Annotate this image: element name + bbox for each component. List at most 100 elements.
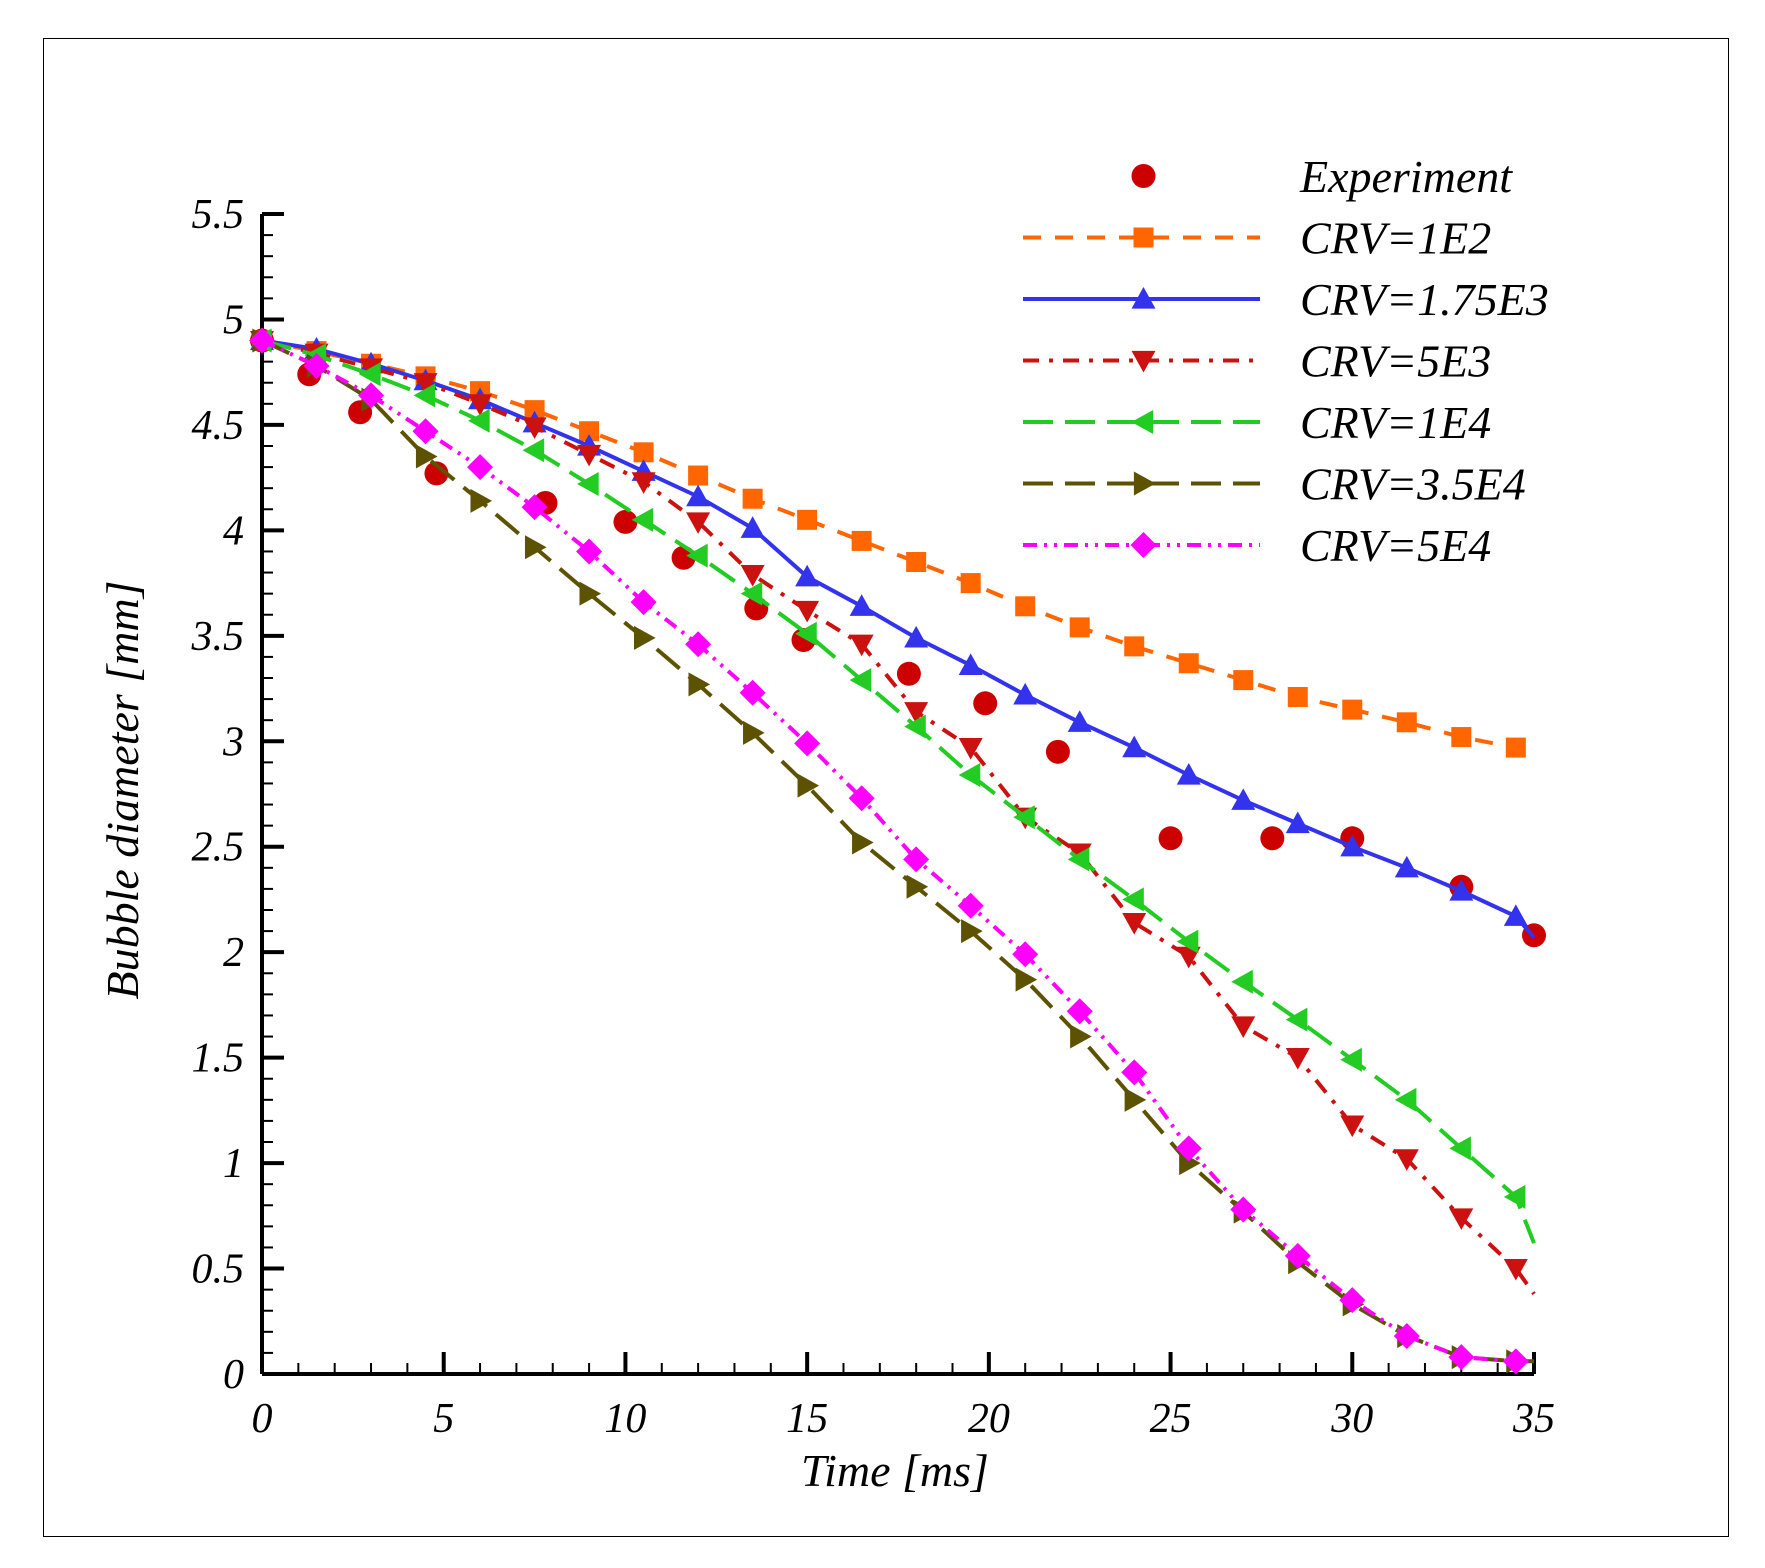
data-point bbox=[1013, 805, 1035, 830]
data-point bbox=[1122, 887, 1144, 912]
legend-entry: Experiment bbox=[1131, 151, 1513, 202]
data-point bbox=[1045, 739, 1070, 764]
data-point bbox=[795, 600, 820, 623]
data-point bbox=[973, 691, 998, 716]
data-point bbox=[1124, 636, 1145, 657]
data-point bbox=[613, 509, 638, 534]
data-point bbox=[685, 631, 712, 658]
data-point bbox=[413, 383, 436, 408]
x-tick-label: 25 bbox=[1150, 1396, 1192, 1442]
data-point bbox=[1449, 1136, 1471, 1161]
x-tick-label: 15 bbox=[786, 1396, 828, 1442]
data-point bbox=[740, 516, 765, 538]
series-layer bbox=[249, 327, 1546, 1375]
legend-marker bbox=[1131, 287, 1156, 309]
data-point bbox=[1233, 670, 1254, 691]
data-point bbox=[1340, 1047, 1362, 1072]
data-point bbox=[577, 444, 602, 467]
data-point bbox=[579, 581, 602, 606]
data-point bbox=[1394, 1149, 1419, 1171]
x-tick-label: 30 bbox=[1330, 1396, 1373, 1442]
legend-label: CRV=1.75E3 bbox=[1300, 274, 1549, 325]
legend-marker bbox=[1133, 227, 1154, 248]
data-point bbox=[960, 573, 981, 594]
data-point bbox=[524, 400, 545, 421]
data-point bbox=[412, 418, 439, 445]
legend-entry: CRV=5E3 bbox=[1023, 336, 1491, 387]
data-point bbox=[577, 471, 599, 496]
y-tick-label: 4.5 bbox=[192, 403, 245, 449]
legend-label: Experiment bbox=[1299, 151, 1513, 202]
y-axis-title: Bubble diameter [mm] bbox=[97, 580, 148, 999]
data-point bbox=[1339, 1287, 1366, 1314]
data-point bbox=[249, 327, 275, 354]
data-point bbox=[1231, 788, 1256, 810]
series-crv-1e4 bbox=[250, 328, 1536, 1244]
data-point bbox=[849, 668, 872, 693]
legend-entry: CRV=1E4 bbox=[1023, 397, 1491, 448]
data-point bbox=[424, 461, 449, 486]
legend-label: CRV=1E4 bbox=[1300, 397, 1491, 448]
legend-entry: CRV=3.5E4 bbox=[1023, 459, 1526, 510]
data-point bbox=[1070, 1024, 1092, 1049]
data-point bbox=[904, 625, 929, 648]
legend-label: CRV=1E2 bbox=[1300, 213, 1491, 264]
data-point bbox=[896, 661, 921, 686]
y-tick-label: 1.5 bbox=[192, 1036, 245, 1082]
data-point bbox=[1285, 1007, 1308, 1032]
y-tick-label: 0.5 bbox=[192, 1247, 245, 1293]
data-point bbox=[1121, 1059, 1148, 1086]
data-point bbox=[359, 362, 381, 387]
x-tick-label: 5 bbox=[433, 1396, 454, 1442]
data-point bbox=[851, 530, 872, 551]
data-point bbox=[906, 874, 929, 899]
data-point bbox=[631, 472, 656, 494]
data-point bbox=[1503, 1258, 1528, 1281]
data-point bbox=[1340, 1115, 1365, 1138]
data-point bbox=[1340, 834, 1365, 857]
data-point bbox=[1067, 710, 1092, 732]
data-point bbox=[1394, 1087, 1417, 1112]
data-point bbox=[1503, 1184, 1526, 1209]
data-point bbox=[1176, 763, 1201, 785]
data-point bbox=[1176, 946, 1201, 969]
data-point bbox=[576, 538, 603, 565]
data-point bbox=[1069, 617, 1090, 638]
legend-marker bbox=[1131, 410, 1154, 434]
data-point bbox=[1449, 879, 1474, 901]
y-tick-label: 3.5 bbox=[191, 614, 245, 660]
legend-label: CRV=5E3 bbox=[1300, 336, 1491, 387]
data-point bbox=[1284, 1242, 1311, 1269]
data-point bbox=[1503, 904, 1528, 926]
data-point bbox=[739, 679, 766, 706]
data-point bbox=[1124, 1087, 1147, 1112]
legend-marker bbox=[1130, 532, 1157, 558]
data-point bbox=[848, 785, 875, 812]
data-point bbox=[415, 444, 438, 469]
data-point bbox=[1015, 967, 1038, 992]
data-point bbox=[631, 507, 654, 532]
data-point bbox=[688, 465, 709, 486]
x-tick-label: 20 bbox=[968, 1396, 1010, 1442]
data-point bbox=[1231, 1016, 1256, 1038]
data-point bbox=[958, 763, 981, 788]
data-point bbox=[1449, 1208, 1474, 1230]
data-point bbox=[470, 488, 493, 513]
data-point bbox=[794, 730, 821, 757]
data-point bbox=[1122, 735, 1147, 758]
data-point bbox=[413, 373, 438, 395]
data-point bbox=[904, 702, 929, 724]
data-point bbox=[906, 552, 927, 572]
data-point bbox=[468, 394, 493, 416]
data-point bbox=[467, 454, 494, 481]
axes: 0 5 10 15 20 25 30 35 0 0.5 1 1.5 2 2.5 3 3.5 4 4.5 5 5.5 bbox=[191, 192, 1556, 1442]
data-point bbox=[797, 509, 818, 530]
data-point bbox=[1176, 929, 1199, 954]
data-point bbox=[686, 484, 711, 507]
data-point bbox=[1015, 596, 1036, 617]
data-point bbox=[522, 417, 547, 440]
y-tick-label: 0 bbox=[223, 1352, 244, 1398]
data-point bbox=[686, 543, 708, 568]
data-point bbox=[522, 438, 545, 463]
